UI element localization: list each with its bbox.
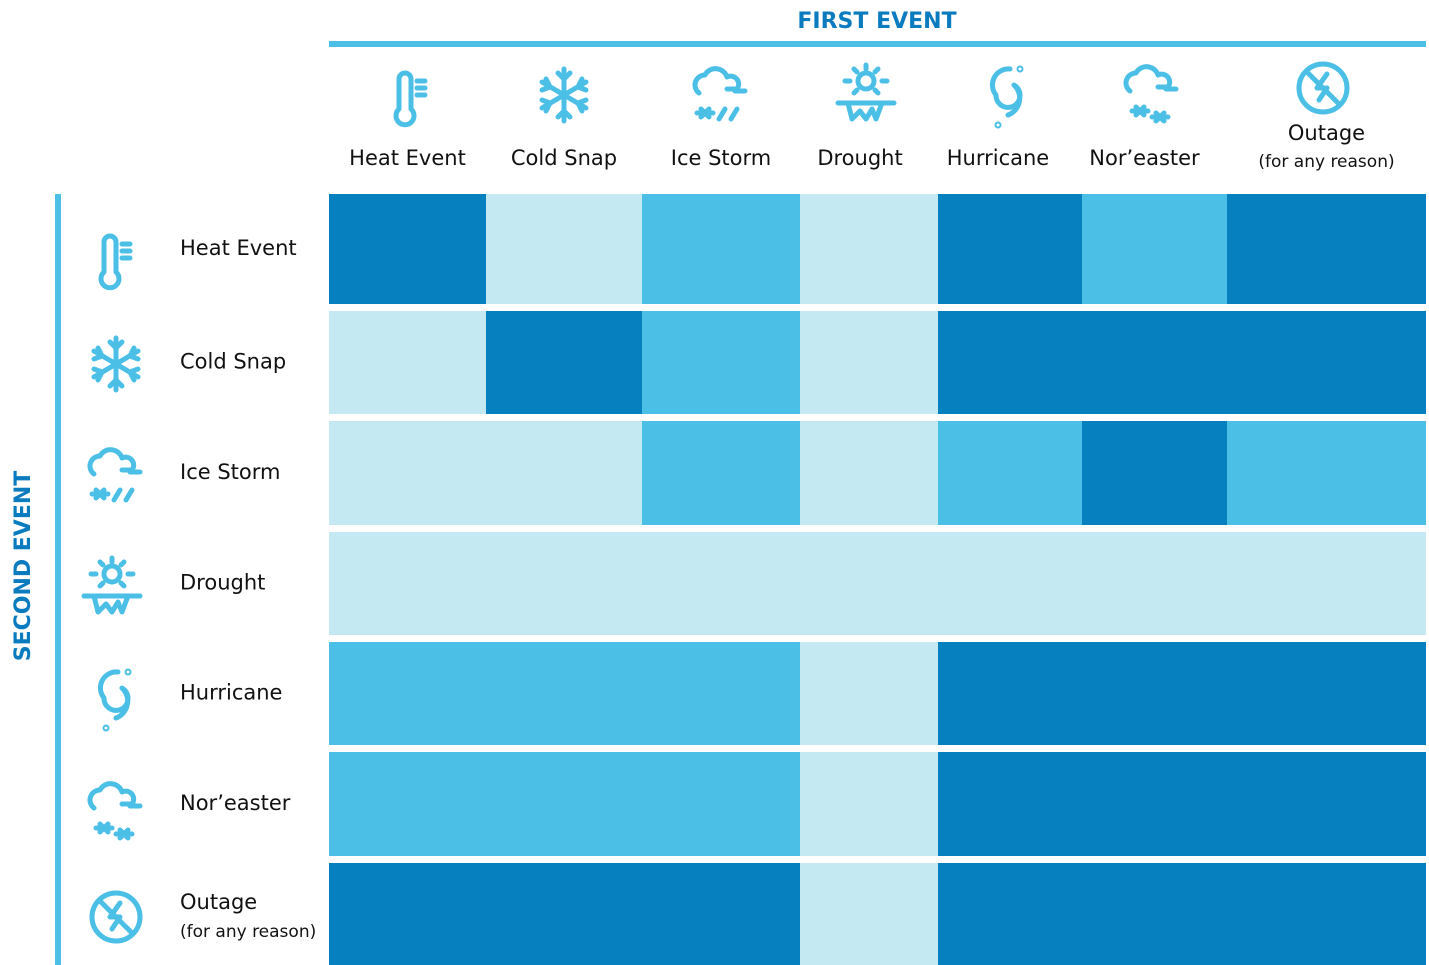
row-note: (for any reason) [180,922,316,942]
icon [838,65,894,119]
cell [1227,642,1426,745]
row-label: Ice Storm [180,460,280,484]
cell [800,311,939,414]
icon [100,671,129,729]
cell [486,642,643,745]
icon [92,893,140,941]
row-label: Cold Snap [180,350,286,374]
first-event-title: FIRST EVENT [797,9,956,34]
cell [642,532,801,635]
cell [938,532,1083,635]
cell [1227,532,1426,635]
column-label: Heat Event [349,146,466,170]
cell [938,194,1083,304]
column-label: Outage [1288,121,1365,145]
cell [1227,194,1426,304]
icon [396,73,425,125]
cell [938,752,1083,856]
cell [486,421,643,525]
row-label: Outage [180,890,257,914]
cell [1082,421,1228,525]
icon [542,69,586,121]
header-rule [329,41,1426,47]
second-event-title: SECOND EVENT [11,471,36,662]
cell [329,532,487,635]
icon [695,69,745,119]
icon [90,450,140,500]
cell [329,642,487,745]
row-label: Nor’easter [180,791,291,815]
icon [84,558,140,612]
cell [329,863,487,965]
cell [486,194,643,304]
cell [329,421,487,525]
cell [938,311,1083,414]
cell [800,642,939,745]
column-label: Drought [817,146,902,170]
icon [94,338,138,390]
cell [642,752,801,856]
column-label: Cold Snap [511,146,617,170]
cell [1227,752,1426,856]
row-label: Heat Event [180,236,297,260]
cell [1082,642,1228,745]
cell [642,642,801,745]
column-note: (for any reason) [1258,152,1394,172]
cell [1227,421,1426,525]
cell [1082,311,1228,414]
column-label: Hurricane [947,146,1049,170]
cell [938,642,1083,745]
cell [642,863,801,965]
cell [486,863,643,965]
cell [329,194,487,304]
cell [800,194,939,304]
cell [938,863,1083,965]
icon [992,68,1021,126]
cell [800,421,939,525]
cell [938,421,1083,525]
icon [101,236,130,288]
cell [642,311,801,414]
cell [486,532,643,635]
cell [329,311,487,414]
cell [329,752,487,856]
icon [1299,64,1347,112]
cell [1082,863,1228,965]
side-rule [55,194,61,965]
cell [486,311,643,414]
cell [642,194,801,304]
cell [800,863,939,965]
row-label: Drought [180,571,265,595]
column-label: Nor’easter [1089,146,1200,170]
cell [486,752,643,856]
icon [90,784,140,838]
cell [800,752,939,856]
cell [800,532,939,635]
icon [1126,67,1176,121]
cell [642,421,801,525]
cell [1082,752,1228,856]
cell [1082,194,1228,304]
cell [1227,863,1426,965]
column-label: Ice Storm [671,146,771,170]
cell [1082,532,1228,635]
row-label: Hurricane [180,681,282,705]
cell [1227,311,1426,414]
